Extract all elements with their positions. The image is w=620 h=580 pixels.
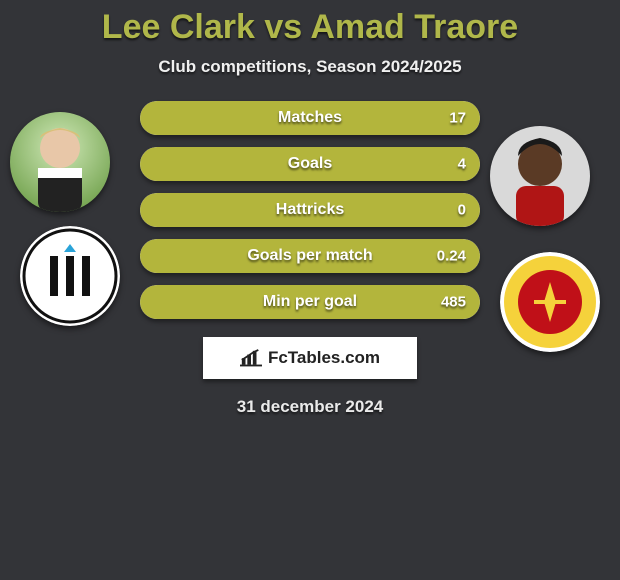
bar-label: Min per goal (263, 293, 357, 311)
player-left-avatar (10, 112, 110, 212)
bar-value: 485 (441, 294, 466, 311)
bar-row: Min per goal 485 (140, 285, 480, 319)
bar-value: 0 (458, 202, 466, 219)
bar-value: 0.24 (437, 248, 466, 265)
bar-label: Matches (278, 109, 342, 127)
page-subtitle: Club competitions, Season 2024/2025 (0, 57, 620, 77)
site-badge: FcTables.com (203, 337, 417, 379)
bar-label: Goals (288, 155, 332, 173)
site-badge-text: FcTables.com (268, 348, 380, 368)
bar-row: Matches 17 (140, 101, 480, 135)
bar-label: Goals per match (247, 247, 372, 265)
bar-row: Goals per match 0.24 (140, 239, 480, 273)
bar-label: Hattricks (276, 201, 344, 219)
date-line: 31 december 2024 (140, 397, 480, 417)
bar-row: Hattricks 0 (140, 193, 480, 227)
club-left-badge (20, 226, 120, 326)
bar-row: Goals 4 (140, 147, 480, 181)
bar-chart-icon (240, 349, 262, 367)
comparison-infographic: Lee Clark vs Amad Traore Club competitio… (0, 0, 620, 580)
club-right-badge (500, 252, 600, 352)
bar-value: 4 (458, 156, 466, 173)
player-right-avatar (490, 126, 590, 226)
bar-value: 17 (449, 110, 466, 127)
page-title: Lee Clark vs Amad Traore (0, 0, 620, 47)
